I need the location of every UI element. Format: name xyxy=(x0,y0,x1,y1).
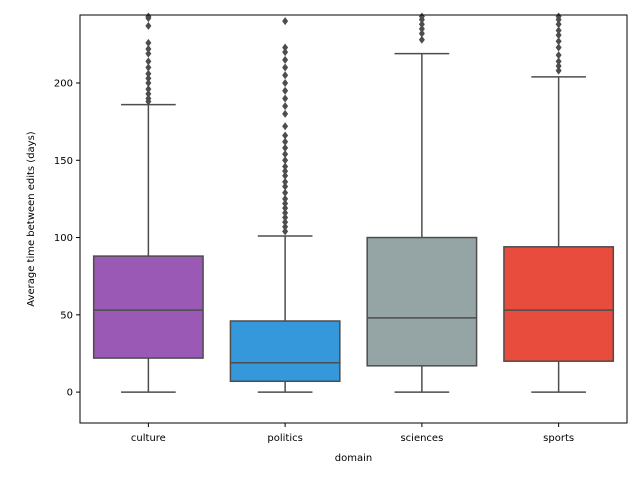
box-group-politics xyxy=(229,17,341,393)
y-tick-label: 100 xyxy=(54,233,73,244)
outlier-point xyxy=(282,213,289,222)
outlier-point xyxy=(555,43,562,52)
box-group-culture xyxy=(92,12,204,393)
outlier-point xyxy=(282,86,289,95)
outlier-point xyxy=(555,20,562,29)
x-axis: culture politics sciences sports xyxy=(131,423,574,444)
outlier-point xyxy=(418,24,425,33)
outlier-point xyxy=(555,31,562,40)
box-group-sciences xyxy=(366,12,478,393)
outlier-point xyxy=(145,45,152,53)
outlier-point xyxy=(145,38,152,47)
outlier-point xyxy=(145,21,152,30)
outlier-point xyxy=(555,57,562,66)
outlier-point xyxy=(282,109,289,118)
outlier-point xyxy=(282,227,289,236)
outlier-point xyxy=(418,20,425,29)
outlier-point xyxy=(282,94,289,103)
outlier-point xyxy=(282,167,289,176)
outlier-point xyxy=(418,35,425,44)
outlier-point xyxy=(418,29,425,38)
x-axis-label: domain xyxy=(335,453,372,464)
outlier-point xyxy=(282,222,289,231)
y-tick-label: 200 xyxy=(54,79,73,90)
x-tick-label: sciences xyxy=(400,433,443,444)
outlier-point xyxy=(145,63,152,72)
outlier-point xyxy=(282,150,289,159)
outlier-point xyxy=(555,26,562,35)
y-tick-label: 150 xyxy=(54,156,73,167)
y-axis: 0 50 100 150 200 xyxy=(54,79,80,399)
outlier-point xyxy=(145,49,152,58)
outlier-point xyxy=(282,188,289,197)
outlier-point xyxy=(282,71,289,80)
box-politics xyxy=(229,320,341,383)
outlier-point xyxy=(282,162,289,171)
outlier-point xyxy=(145,85,152,94)
outlier-point xyxy=(145,94,152,103)
outlier-point xyxy=(282,218,289,227)
outlier-point xyxy=(282,55,289,64)
outlier-point xyxy=(282,156,289,165)
outlier-point xyxy=(282,208,289,217)
outlier-point xyxy=(555,37,562,46)
outlier-point xyxy=(282,102,289,111)
outlier-point xyxy=(282,17,289,26)
box-group-sports xyxy=(503,12,615,393)
box-sciences xyxy=(366,236,478,367)
outlier-point xyxy=(282,43,289,52)
box-culture xyxy=(92,255,204,359)
outlier-point xyxy=(282,137,289,146)
y-tick-label: 0 xyxy=(67,388,73,399)
outlier-point xyxy=(282,63,289,72)
x-tick-label: culture xyxy=(131,433,166,444)
outlier-point xyxy=(282,204,289,213)
box-sports xyxy=(503,246,615,362)
outlier-point xyxy=(145,89,152,98)
y-axis-label: Average time between edits (days) xyxy=(26,131,37,307)
outlier-point xyxy=(145,57,152,66)
boxes-layer xyxy=(92,12,615,393)
outlier-point xyxy=(282,194,289,203)
outlier-point xyxy=(282,143,289,152)
outlier-point xyxy=(555,51,562,60)
outlier-point xyxy=(145,79,152,87)
outlier-point xyxy=(282,182,289,191)
outlier-point xyxy=(145,74,152,83)
outlier-point xyxy=(282,171,289,180)
outlier-point xyxy=(282,177,289,186)
outlier-point xyxy=(145,12,152,21)
outlier-point xyxy=(282,79,289,87)
outlier-point xyxy=(282,131,289,140)
outlier-point xyxy=(555,66,562,75)
outlier-point xyxy=(145,69,152,78)
outlier-point xyxy=(555,62,562,70)
outlier-point xyxy=(282,199,289,208)
x-tick-label: politics xyxy=(267,433,302,444)
plot-frame xyxy=(79,14,628,424)
outlier-point xyxy=(282,122,289,131)
y-tick-label: 50 xyxy=(60,310,73,321)
outlier-point xyxy=(282,48,289,57)
x-tick-label: sports xyxy=(543,433,574,444)
